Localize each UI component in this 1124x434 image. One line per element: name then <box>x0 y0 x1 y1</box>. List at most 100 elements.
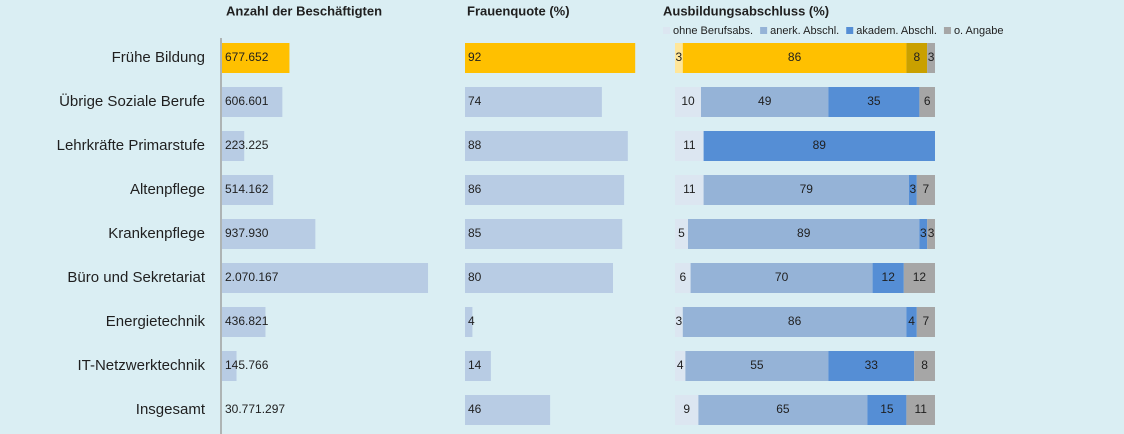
bar-segment <box>703 131 935 161</box>
legend-swatch <box>846 27 854 34</box>
bar <box>465 175 625 205</box>
value-label: 436.821 <box>225 314 269 328</box>
value-label: 5 <box>678 226 685 240</box>
bar-segment <box>698 395 868 425</box>
value-label: 2.070.167 <box>225 270 279 284</box>
value-label: 3 <box>928 226 935 240</box>
value-label: 145.766 <box>225 358 269 372</box>
bar <box>465 131 628 161</box>
value-label: 89 <box>797 226 811 240</box>
value-label: 89 <box>813 138 827 152</box>
bar-segment <box>685 351 829 381</box>
legend-label: o. Angabe <box>954 25 1004 37</box>
value-label: 677.652 <box>225 50 269 64</box>
legend-label: akadem. Abschl. <box>856 25 937 37</box>
value-label: 6 <box>679 270 686 284</box>
panel-title: Anzahl der Beschäftigten <box>226 3 382 18</box>
legend-swatch <box>943 27 951 34</box>
bar-segment <box>927 219 935 249</box>
value-label: 8 <box>921 358 928 372</box>
bar-segment <box>675 43 683 73</box>
value-label: 55 <box>750 358 764 372</box>
bar-segment <box>701 87 829 117</box>
bar-segment <box>903 263 935 293</box>
bar <box>465 219 623 249</box>
value-label: 86 <box>788 314 802 328</box>
value-label: 74 <box>468 94 482 108</box>
category-label: Frühe Bildung <box>112 49 205 66</box>
value-label: 606.601 <box>225 94 269 108</box>
value-label: 7 <box>923 182 930 196</box>
category-label: Energietechnik <box>106 313 206 330</box>
value-label: 35 <box>867 94 881 108</box>
bar-segment <box>675 395 699 425</box>
bar-segment <box>914 351 935 381</box>
value-label: 3 <box>920 226 927 240</box>
value-label: 92 <box>468 50 482 64</box>
value-label: 223.225 <box>225 138 269 152</box>
value-label: 46 <box>468 402 482 416</box>
value-label: 49 <box>758 94 772 108</box>
bar-segment <box>675 263 691 293</box>
legend-label: anerk. Abschl. <box>770 25 839 37</box>
value-label: 12 <box>913 270 927 284</box>
bar-segment <box>919 87 935 117</box>
bar <box>465 395 551 425</box>
bar-segment <box>682 43 907 73</box>
category-label: Lehrkräfte Primarstufe <box>57 137 205 154</box>
bar-segment <box>916 307 935 337</box>
value-label: 11 <box>683 182 696 196</box>
bar-segment <box>927 43 935 73</box>
value-label: 6 <box>924 94 931 108</box>
bar <box>222 307 266 337</box>
value-label: 3 <box>928 50 935 64</box>
value-label: 7 <box>923 314 930 328</box>
bar-segment <box>872 263 904 293</box>
category-label: Übrige Soziale Berufe <box>59 92 205 110</box>
bar <box>222 43 290 73</box>
bar-segment <box>867 395 907 425</box>
bar <box>222 395 1124 425</box>
legend-label: ohne Berufsabs. <box>673 25 753 37</box>
bar <box>222 351 237 381</box>
value-label: 80 <box>468 270 482 284</box>
panel-title: Ausbildungsabschluss (%) <box>663 3 829 18</box>
bar-segment <box>916 175 935 205</box>
category-label: Altenpflege <box>130 181 205 198</box>
bar <box>465 43 636 73</box>
value-label: 514.162 <box>225 182 269 196</box>
category-label: Krankenpflege <box>108 225 205 242</box>
bar-segment <box>828 351 915 381</box>
bar-segment <box>675 351 686 381</box>
bar-segment <box>919 219 928 249</box>
bar-segment <box>703 175 909 205</box>
value-label: 86 <box>468 182 482 196</box>
bar <box>222 131 245 161</box>
value-label: 79 <box>800 182 814 196</box>
category-label: Büro und Sekretariat <box>67 269 205 286</box>
value-label: 3 <box>676 50 683 64</box>
bar-segment <box>675 307 683 337</box>
value-label: 33 <box>865 358 879 372</box>
value-label: 70 <box>775 270 789 284</box>
bar-segment <box>906 43 928 73</box>
bar-segment <box>675 175 704 205</box>
bar-segment <box>828 87 920 117</box>
category-label: Insgesamt <box>136 401 206 418</box>
legend-swatch <box>760 27 768 34</box>
value-label: 937.930 <box>225 226 269 240</box>
value-label: 14 <box>468 358 482 372</box>
panel-title: Frauenquote (%) <box>467 3 570 18</box>
bar-segment <box>909 175 917 205</box>
bar <box>465 351 491 381</box>
value-label: 86 <box>788 50 802 64</box>
bar <box>222 175 274 205</box>
bar-segment <box>688 219 920 249</box>
bar-segment <box>675 219 688 249</box>
value-label: 3 <box>910 182 917 196</box>
bar <box>222 263 429 293</box>
bar-segment <box>675 87 701 117</box>
value-label: 10 <box>681 94 695 108</box>
value-label: 65 <box>776 402 790 416</box>
